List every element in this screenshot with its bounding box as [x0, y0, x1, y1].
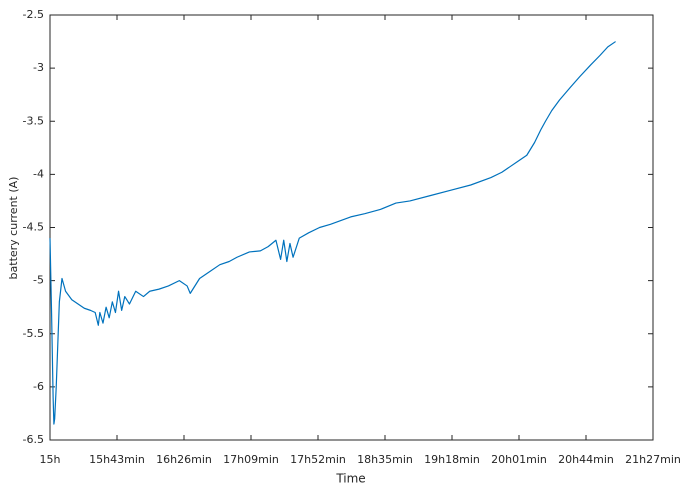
plot-box [49, 14, 654, 441]
x-tick-label: 16h26min [156, 453, 212, 466]
x-tick-label: 21h27min [625, 453, 680, 466]
y-tick-label: -5 [33, 274, 44, 287]
x-tick-label: 20h44min [558, 453, 614, 466]
y-tick-label: -3.5 [23, 114, 44, 127]
y-tick-label: -4.5 [23, 221, 44, 234]
x-tick-label: 15h43min [89, 453, 145, 466]
x-tick-label: 17h09min [223, 453, 279, 466]
x-axis-label: Time [335, 472, 365, 486]
x-tick-label: 19h18min [424, 453, 480, 466]
y-tick-label: -6.5 [23, 433, 44, 446]
y-tick-label: -6 [33, 380, 44, 393]
y-axis-label: battery current (A) [7, 177, 20, 280]
y-tick-label: -4 [33, 167, 44, 180]
x-tick-label: 20h01min [491, 453, 547, 466]
x-tick-label: 17h52min [290, 453, 346, 466]
x-tick-label: 18h35min [357, 453, 413, 466]
y-tick-label: -2.5 [23, 8, 44, 21]
x-tick-label: 15h [40, 453, 61, 466]
data-line [49, 41, 616, 425]
y-tick-label: -5.5 [23, 327, 44, 340]
y-tick-label: -3 [33, 61, 44, 74]
